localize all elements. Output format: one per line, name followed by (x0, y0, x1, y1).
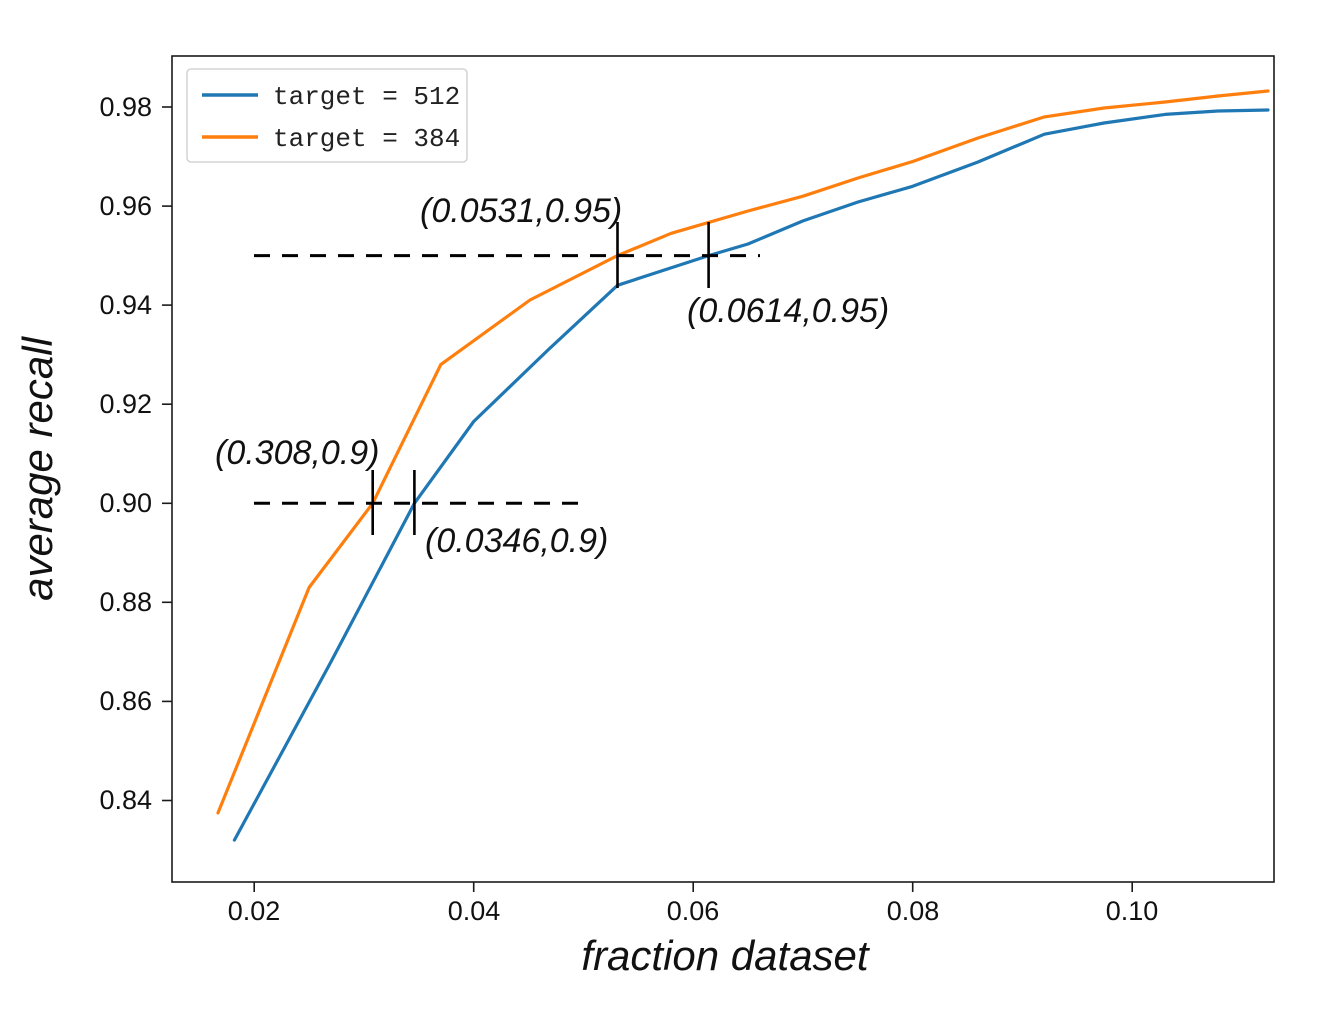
svg-text:target = 384: target = 384 (273, 124, 460, 154)
svg-text:target = 512: target = 512 (273, 82, 460, 112)
